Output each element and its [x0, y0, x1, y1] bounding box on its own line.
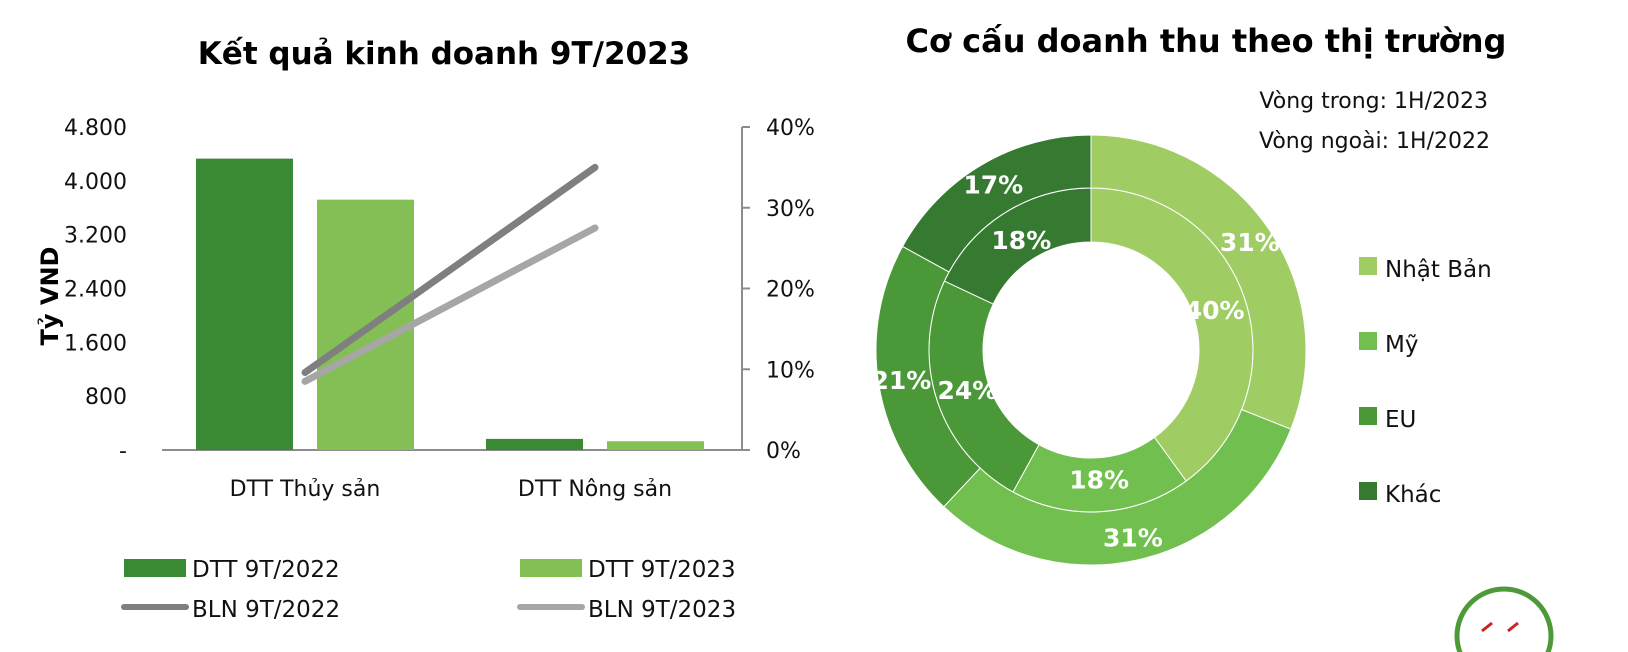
left-y-tick-label: 2.400 [64, 278, 127, 303]
donut-chart [875, 134, 1307, 566]
donut-outer-label-1: 31% [1103, 523, 1163, 552]
legend-label-dtt-2022: DTT 9T/2022 [192, 557, 340, 583]
donut-legend-label-2: EU [1385, 407, 1416, 433]
page-number-badge [1454, 586, 1554, 652]
legend-label-bln-2022: BLN 9T/2022 [192, 597, 340, 623]
x-category-label-1: DTT Nông sản [518, 477, 672, 502]
left-y-tick-label: 4.800 [64, 116, 127, 141]
donut-outer-slice-1 [943, 408, 1292, 566]
donut-inner-label-2: 24% [937, 376, 997, 405]
donut-legend-swatch-2 [1359, 407, 1377, 425]
bar-dtt-9t-2023-0 [317, 199, 414, 450]
donut-percent-labels: 40% 18% 24% 18% 31% 31% 21% 17% [871, 171, 1279, 553]
bar-dtt-9t-2022-1 [486, 438, 583, 450]
right-y-tick-label: 0% [766, 439, 801, 464]
page-number-glyph [1481, 621, 1519, 633]
bar-dtt-9t-2023-1 [607, 441, 704, 450]
donut-legend: Nhật Bản Mỹ EU Khác [1359, 257, 1492, 508]
donut-legend-label-1: Mỹ [1385, 332, 1418, 358]
left-y-tick-labels: - 800 1.600 2.400 3.200 4.000 4.800 [64, 116, 127, 464]
right-y-tick-labels: 0% 10% 20% 30% 40% [766, 116, 815, 464]
legend-label-dtt-2023: DTT 9T/2023 [588, 557, 736, 583]
donut-inner-label-3: 18% [991, 226, 1051, 255]
right-y-axis [741, 126, 750, 451]
donut-legend-swatch-0 [1359, 257, 1377, 275]
donut-outer-slice-3 [901, 134, 1092, 273]
line-bln-9t-2023 [301, 224, 599, 385]
legend-swatch-dtt-2022 [124, 559, 186, 577]
bar-series [196, 158, 704, 451]
donut-legend-label-0: Nhật Bản [1385, 257, 1492, 283]
donut-inner-label-0: 40% [1185, 296, 1245, 325]
donut-outer-label-3: 17% [963, 171, 1023, 200]
outer-ring-note: Vòng ngoài: 1H/2022 [1259, 129, 1490, 154]
donut-outer-label-0: 31% [1220, 228, 1280, 257]
right-y-tick-label: 40% [766, 116, 815, 141]
donut-legend-label-3: Khác [1385, 482, 1441, 508]
line-bln-9t-2022 [301, 163, 599, 376]
donut-inner-label-1: 18% [1069, 466, 1129, 495]
left-y-tick-label: - [119, 439, 127, 464]
donut-legend-swatch-3 [1359, 482, 1377, 500]
line-series [301, 163, 599, 385]
donut-outer-label-2: 21% [871, 366, 931, 395]
right-y-tick-label: 30% [766, 197, 815, 222]
y-axis-label: Tỷ VND [36, 247, 64, 346]
left-y-tick-label: 1.600 [64, 331, 127, 356]
right-y-tick-label: 10% [766, 358, 815, 383]
x-category-label-0: DTT Thủy sản [230, 477, 381, 502]
bar-chart-title: Kết quả kinh doanh 9T/2023 [198, 36, 690, 72]
left-y-tick-label: 3.200 [64, 224, 127, 249]
left-y-tick-label: 800 [85, 385, 127, 410]
donut-outer-slice-0 [1090, 134, 1307, 430]
donut-legend-swatch-1 [1359, 332, 1377, 350]
legend-label-bln-2023: BLN 9T/2023 [588, 597, 736, 623]
right-y-tick-label: 20% [766, 278, 815, 303]
inner-ring-note: Vòng trong: 1H/2023 [1259, 89, 1488, 114]
left-y-tick-label: 4.000 [64, 170, 127, 195]
donut-chart-title: Cơ cấu doanh thu theo thị trường [906, 22, 1507, 60]
legend-swatch-dtt-2023 [520, 559, 582, 577]
bar-dtt-9t-2022-0 [196, 158, 293, 451]
